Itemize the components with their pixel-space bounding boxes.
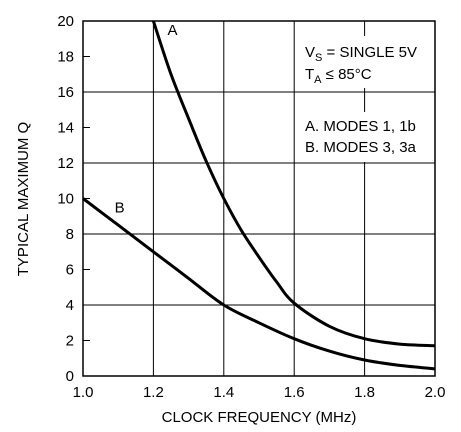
- y-tick-label: 10: [57, 191, 74, 208]
- y-tick-label: 4: [66, 297, 74, 314]
- series-line-b: [82, 197, 436, 371]
- y-tick-label: 8: [66, 226, 74, 243]
- x-axis-title: CLOCK FREQUENCY (MHz): [162, 409, 357, 426]
- conditions-box-bg: [300, 36, 432, 88]
- curve-label-a: A: [167, 22, 177, 39]
- conditions-vs: VS = SINGLE 5V: [305, 44, 417, 64]
- curves: [82, 20, 436, 371]
- x-tick-label: 1.2: [143, 384, 164, 401]
- y-tick-label: 14: [57, 120, 74, 137]
- curve-label-b: B: [115, 200, 125, 217]
- y-tick-label: 2: [66, 333, 74, 350]
- y-tick-label: 0: [66, 368, 74, 385]
- x-tick-label: 1.0: [73, 384, 94, 401]
- legend-a: A. MODES 1, 1b: [305, 118, 416, 135]
- y-tick-label: 12: [57, 155, 74, 172]
- conditions-ta: TA ≤ 85°C: [305, 66, 372, 86]
- x-tick-label: 1.8: [354, 384, 375, 401]
- legend-b: B. MODES 3, 3a: [305, 139, 417, 156]
- legend-box-bg: [300, 112, 432, 162]
- x-tick-label: 1.6: [284, 384, 305, 401]
- x-tick-label: 2.0: [425, 384, 446, 401]
- x-tick-labels: 1.0 1.2 1.4 1.6 1.8 2.0: [73, 384, 446, 401]
- y-tick-label: 20: [57, 13, 74, 30]
- series-line-a: [151, 20, 436, 348]
- x-tick-label: 1.4: [213, 384, 234, 401]
- y-tick-labels: 0 2 4 6 8 10 12 14 16 18 20: [57, 13, 74, 385]
- y-tick-label: 6: [66, 262, 74, 279]
- y-axis-title: TYPICAL MAXIMUM Q: [15, 122, 32, 276]
- y-tick-label: 18: [57, 49, 74, 66]
- y-tick-label: 16: [57, 84, 74, 101]
